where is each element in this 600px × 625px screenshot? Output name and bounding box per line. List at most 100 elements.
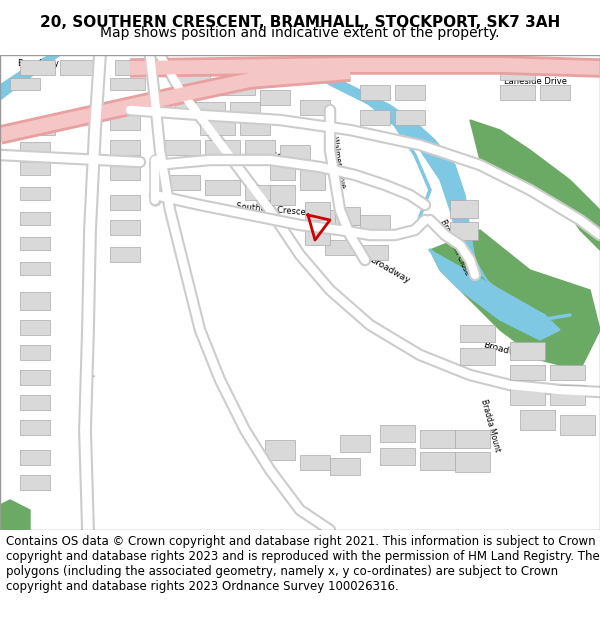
Polygon shape xyxy=(358,245,388,260)
Polygon shape xyxy=(20,420,50,435)
Polygon shape xyxy=(175,75,210,90)
Polygon shape xyxy=(270,162,295,180)
Polygon shape xyxy=(540,85,570,100)
Polygon shape xyxy=(550,385,585,405)
Polygon shape xyxy=(110,115,140,130)
Text: Hillcrest Road: Hillcrest Road xyxy=(80,238,94,292)
Polygon shape xyxy=(20,450,50,465)
Polygon shape xyxy=(20,370,50,385)
Polygon shape xyxy=(460,325,495,342)
Text: A5143 - Bridge Lane: A5143 - Bridge Lane xyxy=(317,61,403,71)
Text: Broadway: Broadway xyxy=(17,59,59,68)
Polygon shape xyxy=(325,240,355,255)
Polygon shape xyxy=(20,320,50,335)
Polygon shape xyxy=(110,165,140,180)
Polygon shape xyxy=(560,415,595,435)
Polygon shape xyxy=(330,210,360,225)
Polygon shape xyxy=(205,180,240,195)
Polygon shape xyxy=(420,430,455,448)
Polygon shape xyxy=(300,170,325,190)
Polygon shape xyxy=(20,237,50,250)
Polygon shape xyxy=(300,100,330,115)
Polygon shape xyxy=(0,500,30,530)
Polygon shape xyxy=(110,78,145,90)
Polygon shape xyxy=(20,187,50,200)
Polygon shape xyxy=(245,185,275,200)
Text: Broadway: Broadway xyxy=(199,107,241,119)
Polygon shape xyxy=(550,365,585,380)
Polygon shape xyxy=(165,140,200,155)
Polygon shape xyxy=(220,80,255,95)
Polygon shape xyxy=(110,195,140,210)
Polygon shape xyxy=(510,342,545,360)
Polygon shape xyxy=(165,175,200,190)
Polygon shape xyxy=(0,55,60,100)
Text: 20, SOUTHERN CRESCENT, BRAMHALL, STOCKPORT, SK7 3AH: 20, SOUTHERN CRESCENT, BRAMHALL, STOCKPO… xyxy=(40,16,560,31)
Polygon shape xyxy=(330,458,360,475)
Text: Contains OS data © Crown copyright and database right 2021. This information is : Contains OS data © Crown copyright and d… xyxy=(6,535,600,592)
Text: Broadway: Broadway xyxy=(482,340,528,360)
Polygon shape xyxy=(360,215,390,230)
Polygon shape xyxy=(110,220,140,235)
Polygon shape xyxy=(20,162,50,175)
Text: Broadway: Broadway xyxy=(368,255,412,285)
Text: Laneside Drive: Laneside Drive xyxy=(503,78,566,86)
Polygon shape xyxy=(380,448,415,465)
Polygon shape xyxy=(335,207,360,225)
Polygon shape xyxy=(450,222,478,240)
Polygon shape xyxy=(20,345,50,360)
Polygon shape xyxy=(110,140,140,155)
Polygon shape xyxy=(20,292,50,310)
Polygon shape xyxy=(20,395,50,410)
Polygon shape xyxy=(430,230,600,370)
Polygon shape xyxy=(470,120,600,250)
Polygon shape xyxy=(175,100,195,115)
Polygon shape xyxy=(395,110,425,125)
Text: Southern Crescent: Southern Crescent xyxy=(230,149,310,165)
Text: Hillbury Road: Hillbury Road xyxy=(29,152,81,161)
Polygon shape xyxy=(305,227,330,245)
Polygon shape xyxy=(195,102,225,115)
Polygon shape xyxy=(10,78,40,90)
Polygon shape xyxy=(60,60,95,75)
Polygon shape xyxy=(420,452,455,470)
Polygon shape xyxy=(280,145,310,160)
Polygon shape xyxy=(20,262,50,275)
Polygon shape xyxy=(300,455,330,470)
Polygon shape xyxy=(360,110,390,125)
Polygon shape xyxy=(110,247,140,262)
Polygon shape xyxy=(310,55,560,340)
Polygon shape xyxy=(20,122,55,135)
Polygon shape xyxy=(510,365,545,380)
Polygon shape xyxy=(305,202,330,220)
Polygon shape xyxy=(380,425,415,442)
Polygon shape xyxy=(200,120,235,135)
Polygon shape xyxy=(265,440,295,460)
Text: Walmer Drive: Walmer Drive xyxy=(329,136,347,189)
Text: Bradda Mount: Bradda Mount xyxy=(479,398,502,452)
Polygon shape xyxy=(455,430,490,448)
Polygon shape xyxy=(260,90,290,105)
Polygon shape xyxy=(450,200,478,218)
Polygon shape xyxy=(20,60,55,75)
Polygon shape xyxy=(455,452,490,472)
Text: A5143 - Bridge Lane: A5143 - Bridge Lane xyxy=(22,108,108,138)
Polygon shape xyxy=(540,60,575,75)
Polygon shape xyxy=(500,85,535,100)
Polygon shape xyxy=(270,185,295,205)
Polygon shape xyxy=(205,140,240,155)
Polygon shape xyxy=(230,102,260,115)
Polygon shape xyxy=(395,85,425,100)
Text: Southern Crescent: Southern Crescent xyxy=(236,202,314,218)
Polygon shape xyxy=(20,212,50,225)
Polygon shape xyxy=(460,348,495,365)
Polygon shape xyxy=(245,140,275,155)
Polygon shape xyxy=(240,120,270,135)
Polygon shape xyxy=(510,385,545,405)
Polygon shape xyxy=(20,142,50,155)
Polygon shape xyxy=(20,475,50,490)
Polygon shape xyxy=(115,60,145,75)
Polygon shape xyxy=(340,435,370,452)
Text: Map shows position and indicative extent of the property.: Map shows position and indicative extent… xyxy=(100,26,500,39)
Polygon shape xyxy=(520,410,555,430)
